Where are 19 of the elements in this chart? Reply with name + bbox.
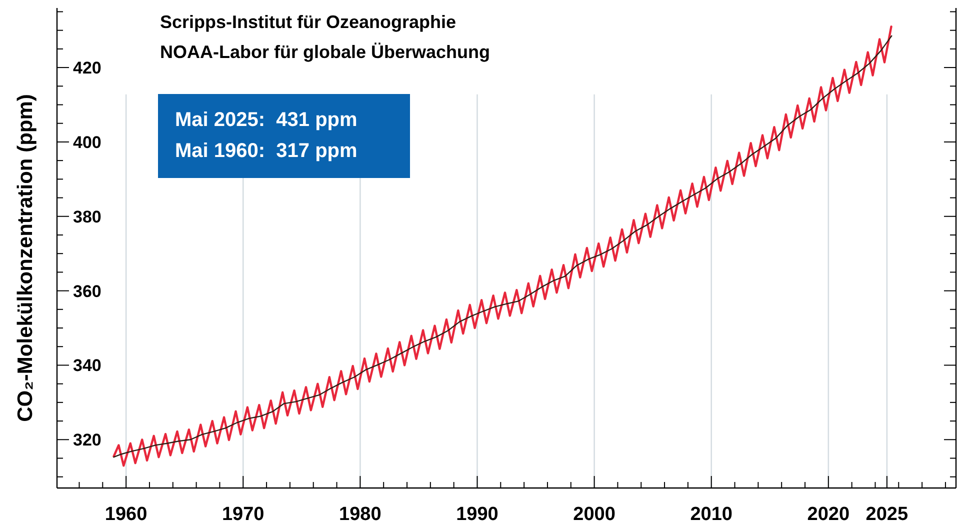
y-tick-label: 420 [73, 58, 102, 78]
x-tick-label: 1990 [456, 504, 498, 525]
y-axis-title: CO₂-Molekülkonzentration (ppm) [14, 94, 37, 422]
y-tick-label: 400 [73, 132, 102, 152]
x-tick-label: 1970 [222, 504, 264, 525]
x-tick-label: 1960 [104, 504, 148, 525]
x-tick-label: 2025 [866, 504, 908, 525]
annotation: Mai 1960: 317 ppm [175, 140, 358, 162]
x-tick-label: 2000 [573, 504, 616, 525]
x-tick-label: 2020 [807, 504, 850, 525]
x-tick-label: 1980 [339, 504, 382, 525]
y-tick-label: 340 [73, 356, 102, 376]
chart-title: Scripps-Institut für Ozeanographie [160, 12, 456, 32]
text: NOAA-Labor für globale Überwachung [160, 42, 490, 62]
annotation: Mai 2025: 431 ppm [175, 109, 358, 131]
y-tick-label: 360 [73, 282, 102, 301]
y-tick-label: 320 [73, 430, 102, 450]
x-tick-label: 2010 [690, 504, 732, 525]
y-tick-label: 380 [73, 207, 102, 226]
